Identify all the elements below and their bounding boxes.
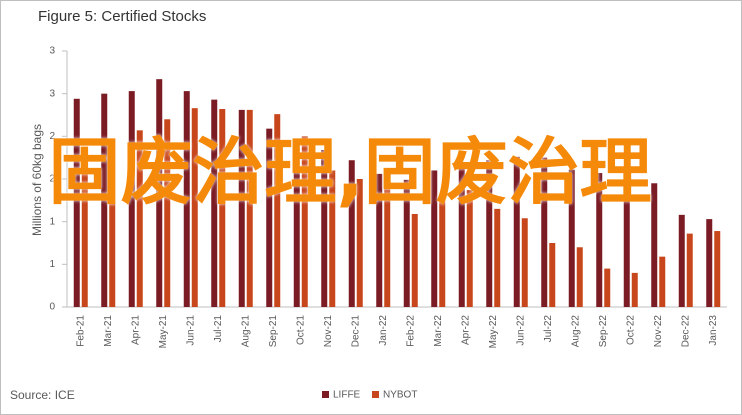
bar (568, 169, 575, 307)
x-tick-label: May-22 (488, 315, 499, 349)
bar (513, 156, 520, 307)
y-tick-label: 0 (49, 302, 55, 313)
bar (136, 130, 143, 307)
bar (403, 179, 410, 307)
x-tick-label: Mar-21 (103, 315, 114, 347)
bar (348, 160, 355, 307)
y-tick-label: 3 (49, 46, 55, 57)
bar (128, 91, 135, 308)
bar (686, 233, 693, 307)
bar (659, 256, 666, 307)
x-tick-label: Jun-21 (185, 315, 196, 346)
y-tick-label: 2 (49, 131, 55, 142)
x-tick-label: Dec-21 (350, 315, 361, 348)
x-tick-label: Feb-21 (75, 315, 86, 347)
bar (356, 179, 363, 307)
chart-title: Figure 5: Certified Stocks (38, 8, 206, 25)
bar (81, 153, 88, 307)
bar (301, 136, 308, 307)
legend-label: NYBOT (383, 390, 417, 401)
y-tick-label: 1 (49, 259, 55, 270)
bar (293, 138, 300, 307)
bar (164, 119, 171, 308)
bar (541, 157, 548, 307)
x-tick-label: Jan-23 (708, 315, 719, 346)
legend-swatch (372, 391, 379, 398)
bar (458, 165, 465, 307)
bar (706, 219, 713, 307)
bar (596, 173, 603, 307)
bar (384, 189, 391, 307)
bar (494, 208, 501, 307)
x-tick-label: Jun-22 (515, 315, 526, 346)
x-tick-label: Dec-22 (680, 315, 691, 348)
bar (321, 149, 328, 307)
y-tick-label: 3 (49, 88, 55, 99)
x-tick-label: Jul-22 (543, 315, 554, 343)
bar (576, 247, 583, 307)
bar (631, 272, 638, 307)
watermark: 固废治理,固废治理 (48, 130, 652, 214)
bar (714, 231, 721, 307)
bar (183, 91, 190, 308)
bar (521, 218, 528, 307)
bar (156, 79, 163, 307)
bar (191, 108, 198, 307)
bar (329, 170, 336, 307)
source: Source: ICE (10, 388, 75, 402)
x-tick-label: Apr-21 (130, 315, 141, 345)
bar (73, 98, 80, 307)
x-tick-label: Nov-21 (323, 315, 334, 348)
x-tick-label: Feb-22 (405, 315, 416, 347)
x-tick-label: Sep-22 (598, 315, 609, 348)
y-tick-label: 2 (49, 174, 55, 185)
bar (439, 200, 446, 307)
bar (101, 93, 108, 308)
bar (266, 128, 273, 307)
legend-label: LIFFE (333, 390, 361, 401)
x-tick-label: Apr-22 (460, 315, 471, 345)
x-tick-label: May-21 (158, 315, 169, 349)
x-tick-label: Aug-21 (240, 315, 251, 348)
bar (431, 170, 438, 307)
x-tick-label: Oct-21 (295, 315, 306, 345)
bar (219, 109, 226, 307)
bar (411, 213, 418, 307)
x-tick-label: Jan-22 (378, 315, 389, 346)
bar (549, 243, 556, 307)
bar (604, 268, 611, 307)
bar (623, 178, 630, 307)
bar (238, 109, 245, 307)
bar (466, 190, 473, 307)
y-axis-label: Millions of 60kg bags (30, 124, 44, 236)
x-tick-label: Nov-22 (653, 315, 664, 348)
bar (486, 160, 493, 307)
bar (211, 99, 218, 307)
bar (109, 138, 116, 307)
x-tick-label: Jul-21 (213, 315, 224, 343)
bar (274, 114, 281, 307)
bar (246, 109, 253, 307)
x-tick-label: Oct-22 (625, 315, 636, 345)
x-tick-label: Aug-22 (570, 315, 581, 348)
x-tick-label: Sep-21 (268, 315, 279, 348)
bar (651, 183, 658, 307)
bar (678, 214, 685, 307)
y-tick-label: 1 (49, 216, 55, 227)
legend-swatch (322, 391, 329, 398)
x-tick-label: Mar-22 (433, 315, 444, 347)
bar (376, 173, 383, 307)
